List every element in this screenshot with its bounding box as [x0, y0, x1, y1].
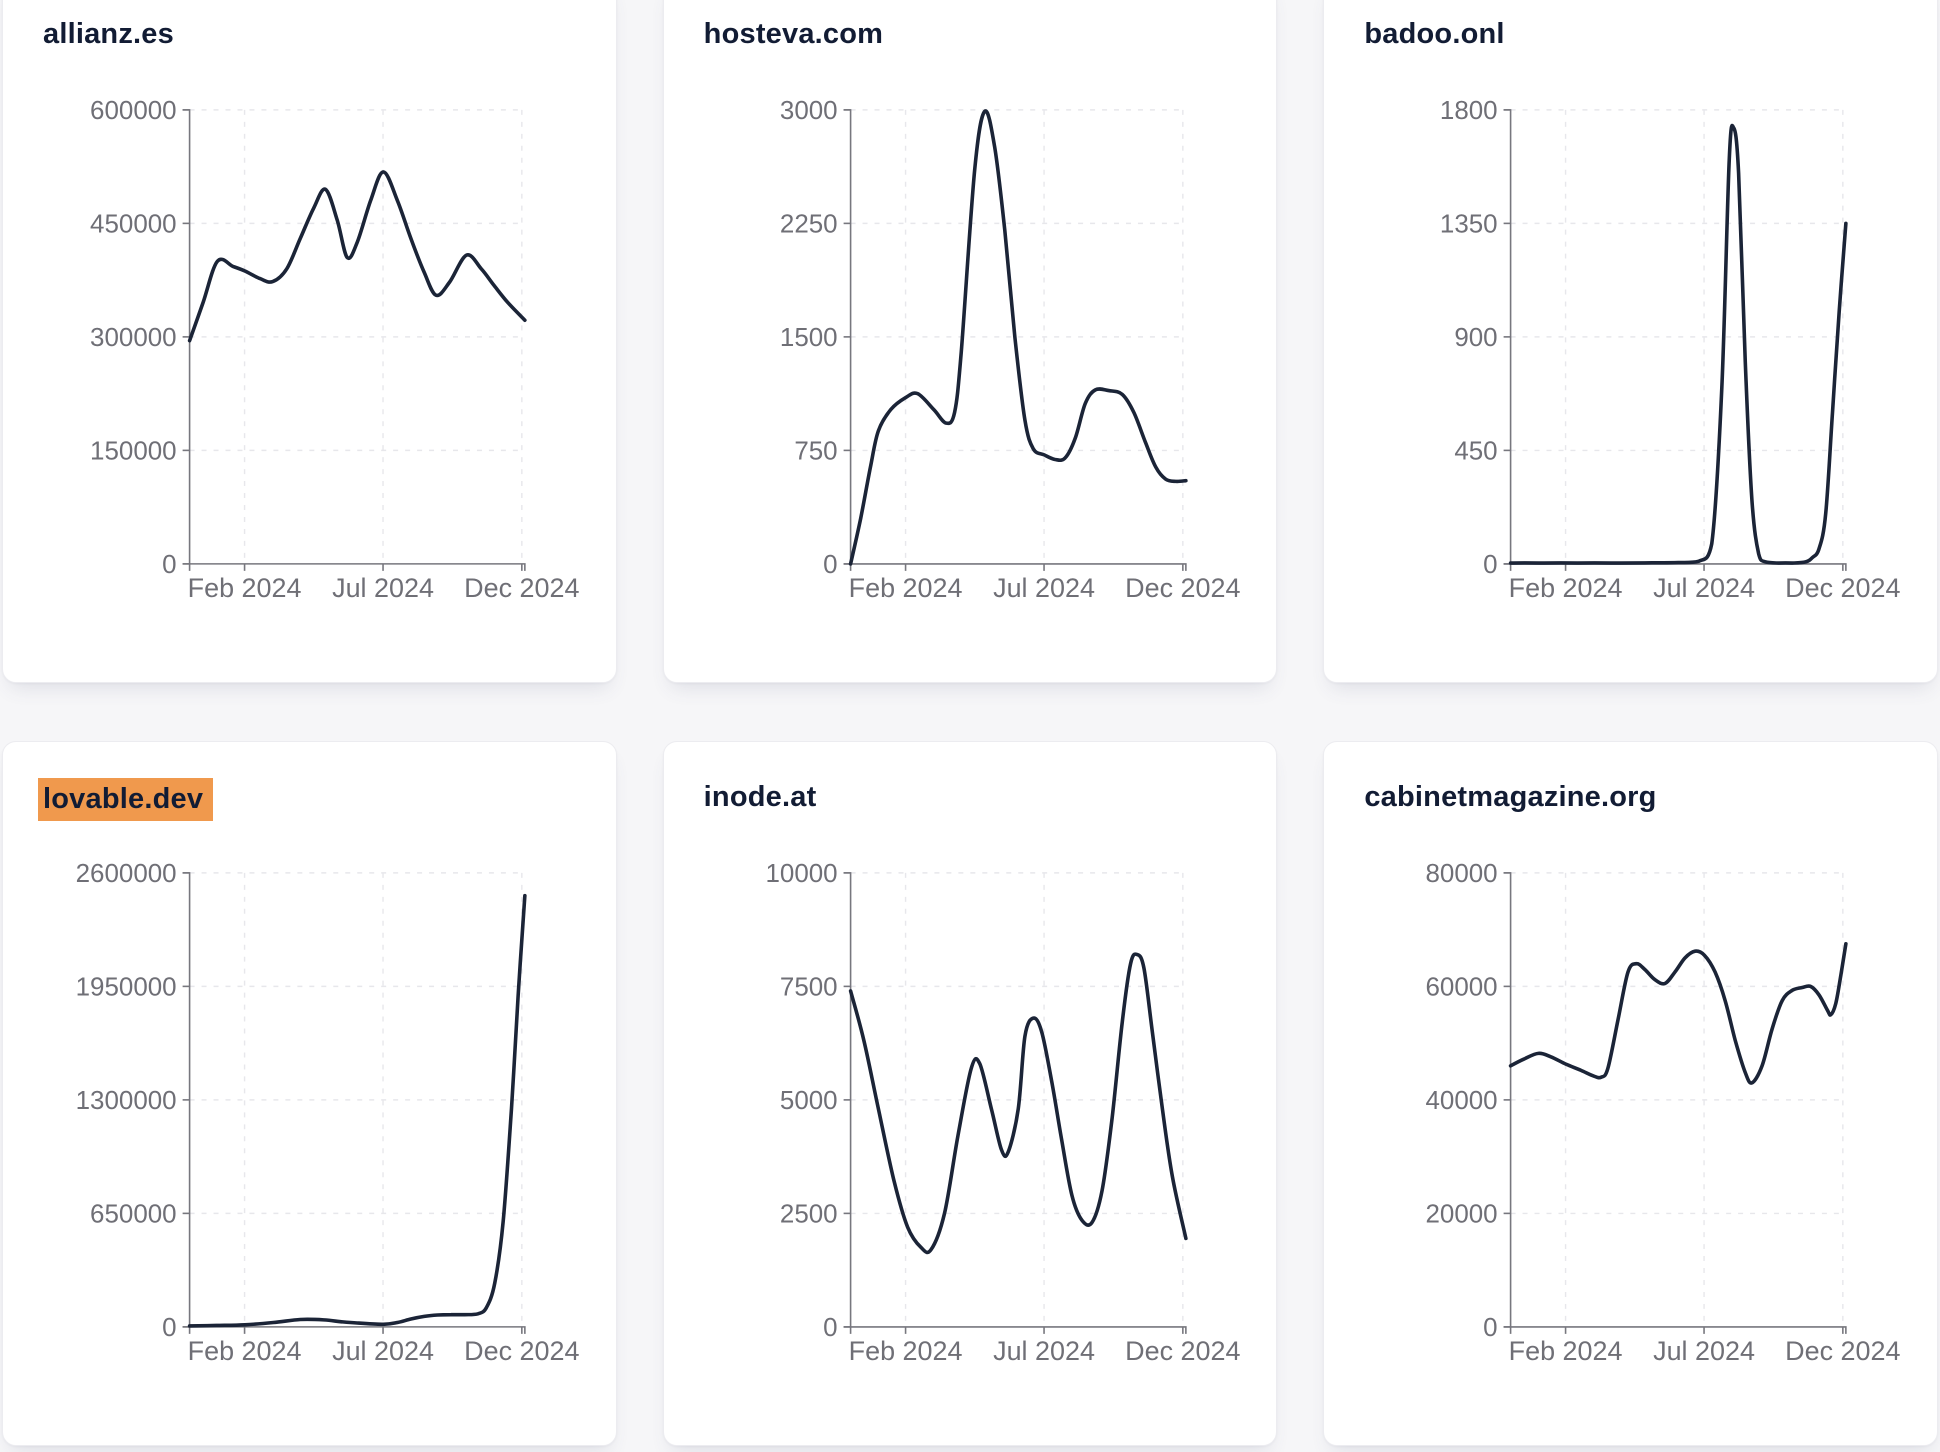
svg-text:Dec 2024: Dec 2024	[1125, 1336, 1240, 1366]
svg-text:Feb 2024: Feb 2024	[188, 1336, 302, 1366]
svg-text:1300000: 1300000	[76, 1087, 177, 1115]
svg-text:80000: 80000	[1426, 860, 1498, 888]
gridlines	[850, 109, 1186, 564]
svg-text:750: 750	[794, 437, 837, 465]
series-line	[187, 170, 527, 343]
chart-title-text: hosteva.com	[703, 18, 884, 50]
svg-text:900: 900	[1455, 324, 1498, 352]
svg-text:300000: 300000	[90, 324, 177, 352]
svg-text:Dec 2024: Dec 2024	[1786, 573, 1901, 603]
axes	[1503, 109, 1847, 571]
gridlines	[189, 109, 525, 564]
svg-text:650000: 650000	[90, 1200, 177, 1228]
svg-text:1950000: 1950000	[76, 973, 177, 1001]
series-line	[187, 893, 527, 1328]
chart-card-hosteva-com: hosteva.com 0 750 1500 2250 3000 Feb 2024 Jul …	[662, 0, 1278, 683]
line-chart: 0 450 900 1350 1800 Feb 2024 Jul 2024 Dec 2024	[1440, 97, 1901, 603]
axis-labels: 0 2500 5000 7500 10000 Feb 2024 Jul 2024 Dec 20…	[765, 860, 1240, 1366]
axis-labels: 0 20000 40000 60000 80000 Feb 2024 Jul 2024 Dec…	[1426, 860, 1901, 1366]
svg-text:Dec 2024: Dec 2024	[1786, 1336, 1901, 1366]
svg-text:2250: 2250	[780, 210, 838, 238]
line-chart: 0 2500 5000 7500 10000 Feb 2024 Jul 2024 Dec 20…	[765, 860, 1240, 1366]
svg-text:0: 0	[162, 551, 176, 579]
svg-text:2500: 2500	[780, 1200, 838, 1228]
chart-title: cabinetmagazine.org	[1364, 778, 1897, 816]
svg-text:Jul 2024: Jul 2024	[332, 1336, 434, 1366]
line-chart: 0 750 1500 2250 3000 Feb 2024 Jul 2024 Dec 2024	[780, 97, 1241, 603]
axes	[843, 872, 1187, 1334]
chart-title: allianz.es	[43, 15, 576, 53]
axes	[843, 109, 1187, 571]
svg-text:450000: 450000	[90, 210, 177, 238]
chart-title: badoo.onl	[1364, 15, 1897, 53]
svg-text:Feb 2024: Feb 2024	[848, 1336, 962, 1366]
chart-title: lovable.dev	[38, 778, 576, 821]
svg-text:Dec 2024: Dec 2024	[464, 1336, 579, 1366]
gridlines	[1510, 872, 1847, 1327]
chart-title: inode.at	[704, 778, 1237, 816]
axis-labels: 0 150000 300000 450000 600000 Feb 2024 Jul 202…	[90, 97, 579, 603]
axis-labels: 0 450 900 1350 1800 Feb 2024 Jul 2024 Dec 2024	[1440, 97, 1901, 603]
svg-text:150000: 150000	[90, 437, 177, 465]
svg-text:0: 0	[1484, 1314, 1498, 1342]
chart-card-lovable-dev: lovable.dev 0 650000 1300000 1950000 2600000…	[2, 741, 617, 1446]
svg-text:Jul 2024: Jul 2024	[1653, 1336, 1755, 1366]
svg-text:Feb 2024: Feb 2024	[188, 573, 302, 603]
svg-text:20000: 20000	[1426, 1200, 1498, 1228]
svg-text:Jul 2024: Jul 2024	[993, 573, 1095, 603]
svg-text:10000: 10000	[765, 860, 837, 888]
chart-title-text: cabinetmagazine.org	[1364, 781, 1657, 813]
svg-text:60000: 60000	[1426, 973, 1498, 1001]
chart-title-text: allianz.es	[43, 18, 174, 50]
svg-text:3000: 3000	[780, 97, 838, 125]
svg-text:40000: 40000	[1426, 1087, 1498, 1115]
line-chart: 0 150000 300000 450000 600000 Feb 2024 Jul 202…	[90, 97, 579, 603]
axis-labels: 0 650000 1300000 1950000 2600000 Feb 2024 Jul …	[76, 860, 580, 1366]
svg-text:Dec 2024: Dec 2024	[1125, 573, 1240, 603]
svg-text:Feb 2024: Feb 2024	[1509, 1336, 1623, 1366]
chart-title-text: badoo.onl	[1364, 18, 1505, 50]
svg-text:1800: 1800	[1440, 97, 1498, 125]
chart-title-text-highlighted: lovable.dev	[38, 778, 214, 821]
svg-text:2600000: 2600000	[76, 860, 177, 888]
svg-text:Dec 2024: Dec 2024	[464, 573, 579, 603]
svg-text:450: 450	[1455, 437, 1498, 465]
svg-text:Feb 2024: Feb 2024	[1509, 573, 1623, 603]
svg-text:0: 0	[823, 551, 837, 579]
chart-card-inode-at: inode.at 0 2500 5000 7500 10000 Feb 2024 Jul 2…	[662, 741, 1278, 1446]
chart-title-text: inode.at	[703, 781, 817, 813]
svg-text:0: 0	[162, 1314, 176, 1342]
svg-text:0: 0	[1484, 551, 1498, 579]
axes	[182, 109, 526, 571]
svg-text:1500: 1500	[780, 324, 838, 352]
chart-card-badoo-onl: badoo.onl 0 450 900 1350 1800 Feb 2024 Jul 202…	[1323, 0, 1938, 683]
axes	[1503, 872, 1847, 1334]
axes	[182, 872, 526, 1334]
chart-card-cabinetmagazine-org: cabinetmagazine.org 0 20000 40000 60000 8000…	[1323, 741, 1938, 1446]
series-line	[1509, 123, 1848, 565]
svg-text:Feb 2024: Feb 2024	[848, 573, 962, 603]
svg-text:Jul 2024: Jul 2024	[993, 1336, 1095, 1366]
svg-text:7500: 7500	[780, 973, 838, 1001]
series-line	[848, 952, 1188, 1255]
series-line	[1509, 942, 1848, 1085]
svg-text:600000: 600000	[90, 97, 177, 125]
svg-text:Jul 2024: Jul 2024	[1653, 573, 1755, 603]
line-chart: 0 650000 1300000 1950000 2600000 Feb 2024 Jul …	[76, 860, 580, 1366]
svg-text:1350: 1350	[1440, 210, 1498, 238]
svg-text:Jul 2024: Jul 2024	[332, 573, 434, 603]
line-chart: 0 20000 40000 60000 80000 Feb 2024 Jul 2024 Dec…	[1426, 860, 1901, 1366]
svg-text:0: 0	[823, 1314, 837, 1342]
gridlines	[1510, 109, 1847, 564]
chart-title: hosteva.com	[704, 15, 1237, 53]
svg-text:5000: 5000	[780, 1087, 838, 1115]
chart-card-allianz-es: allianz.es 0 150000 300000 450000 600000 Feb …	[2, 0, 617, 683]
series-line	[848, 109, 1188, 566]
axis-labels: 0 750 1500 2250 3000 Feb 2024 Jul 2024 Dec 2024	[780, 97, 1241, 603]
gridlines	[189, 872, 525, 1327]
